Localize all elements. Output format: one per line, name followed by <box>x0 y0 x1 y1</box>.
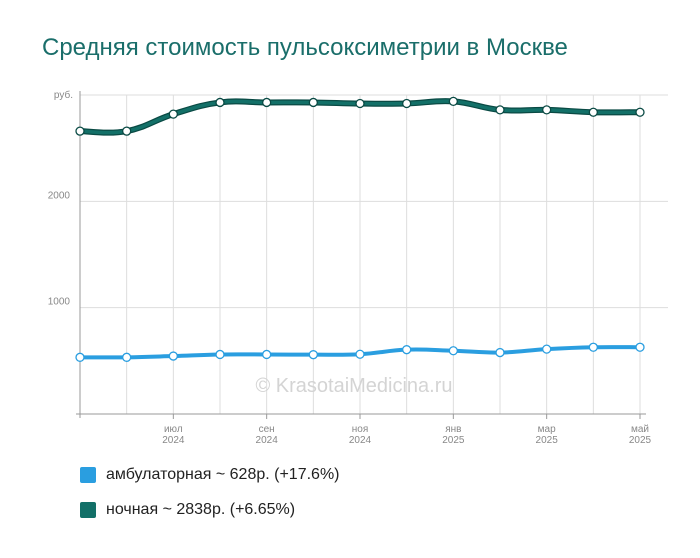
data-point-night <box>355 98 365 109</box>
data-point-night <box>262 97 272 108</box>
data-point-night <box>402 98 412 109</box>
legend-swatch-ambulatory <box>80 467 96 483</box>
y-tick-label: 2000 <box>48 190 71 201</box>
data-point-ambulatory <box>355 349 365 359</box>
data-point-night <box>495 105 505 115</box>
data-point-night <box>122 126 132 136</box>
x-tick-label-year: 2024 <box>349 435 372 446</box>
x-tick-label-month: июл <box>164 424 183 435</box>
data-point-night <box>542 105 552 115</box>
data-point-ambulatory <box>588 342 598 352</box>
data-point-ambulatory <box>122 352 132 362</box>
data-point-ambulatory <box>262 349 272 360</box>
data-point-night <box>308 97 318 108</box>
data-point-ambulatory <box>168 351 178 361</box>
x-tick-label-year: 2025 <box>629 435 652 446</box>
legend-label-night: ночная ~ 2838р. (+6.65%) <box>106 501 296 518</box>
data-point-night <box>635 107 645 117</box>
watermark-text: © KrasotaiMedicina.ru <box>255 375 452 397</box>
legend-item-ambulatory[interactable]: амбулаторная ~ 628р. (+17.6%) <box>80 466 340 484</box>
data-point-ambulatory <box>75 352 85 362</box>
x-tick-label-month: сен <box>259 424 275 435</box>
data-point-night <box>168 109 178 119</box>
line-chart: 10002000руб.июл2024сен2024ноя2024янв2025… <box>48 89 668 446</box>
data-point-ambulatory <box>215 349 225 360</box>
data-point-ambulatory <box>542 344 552 354</box>
data-point-ambulatory <box>402 345 412 355</box>
y-tick-label: 1000 <box>48 297 71 308</box>
data-point-night <box>588 107 598 117</box>
legend-swatch-night <box>80 502 96 518</box>
data-point-ambulatory <box>308 350 318 360</box>
x-tick-label-month: май <box>631 424 649 435</box>
data-point-ambulatory <box>635 342 645 352</box>
data-point-ambulatory <box>495 347 505 358</box>
data-point-night <box>75 126 85 136</box>
data-point-night <box>215 97 225 108</box>
x-tick-label-year: 2024 <box>256 435 279 446</box>
y-unit-label: руб. <box>54 89 73 101</box>
legend-item-night[interactable]: ночная ~ 2838р. (+6.65%) <box>80 501 295 519</box>
chart-title: Средняя стоимость пульсоксиметрии в Моск… <box>42 34 568 61</box>
x-tick-label-year: 2025 <box>442 435 465 446</box>
x-tick-label-year: 2024 <box>162 435 185 446</box>
x-tick-label-year: 2025 <box>536 435 559 446</box>
x-tick-label-month: янв <box>445 424 461 435</box>
legend-label-ambulatory: амбулаторная ~ 628р. (+17.6%) <box>106 466 340 483</box>
x-tick-label-month: ноя <box>352 424 369 435</box>
x-tick-label-month: мар <box>538 424 556 435</box>
data-point-ambulatory <box>448 346 458 356</box>
data-point-night <box>448 96 458 107</box>
